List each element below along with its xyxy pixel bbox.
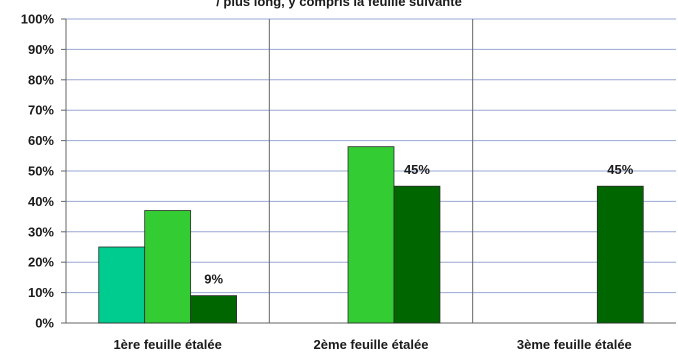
y-tick-label: 100% bbox=[21, 12, 55, 27]
y-tick-label: 40% bbox=[28, 194, 54, 209]
y-tick-label: 20% bbox=[28, 255, 54, 270]
y-tick-label: 30% bbox=[28, 224, 54, 239]
bars bbox=[98, 146, 644, 324]
bar bbox=[98, 246, 146, 324]
y-tick-label: 50% bbox=[28, 164, 54, 179]
data-label: 9% bbox=[204, 272, 223, 287]
bar bbox=[393, 185, 441, 324]
bar bbox=[190, 295, 237, 324]
data-label: 45% bbox=[607, 162, 633, 177]
y-tick-label: 60% bbox=[28, 133, 54, 148]
y-tick-label: 80% bbox=[28, 72, 54, 87]
x-category-label: 1ère feuille étalée bbox=[113, 337, 221, 349]
x-category-label: 2ème feuille étalée bbox=[314, 337, 429, 349]
y-tick-label: 0% bbox=[35, 316, 54, 331]
bar bbox=[596, 185, 644, 324]
chart-title-fragment: / plus long, y compris la feuille suivan… bbox=[216, 0, 462, 9]
bar bbox=[347, 146, 395, 324]
y-tick-label: 90% bbox=[28, 42, 54, 57]
data-label: 45% bbox=[404, 162, 430, 177]
bar bbox=[144, 210, 192, 324]
y-tick-label: 70% bbox=[28, 103, 54, 118]
labels: 1ère feuille étalée 2ème feuille étalée 3è… bbox=[113, 162, 633, 352]
y-tick-label: 10% bbox=[28, 285, 54, 300]
x-category-label: 3ème feuille étalée bbox=[517, 337, 632, 349]
